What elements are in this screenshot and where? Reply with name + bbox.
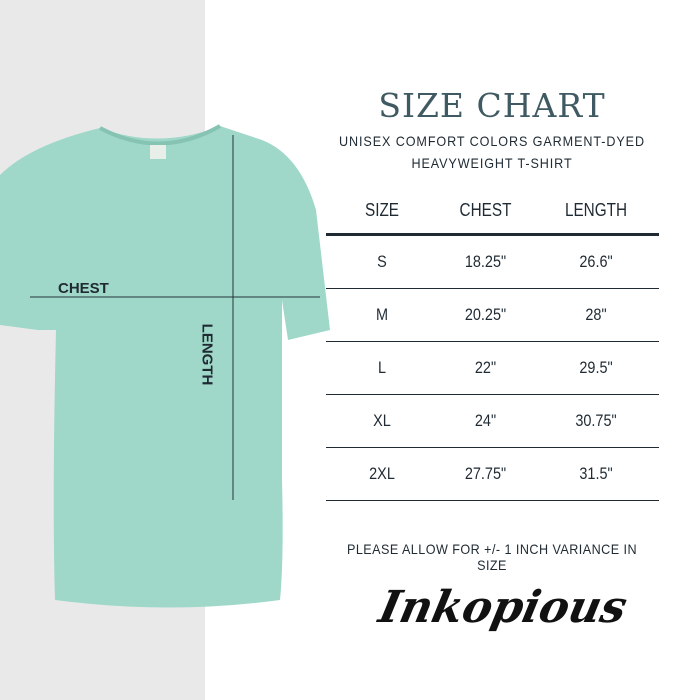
cell-size: XL [373, 411, 391, 430]
brand-logo: Inkopious [374, 582, 632, 633]
cell-length: 29.5" [579, 358, 613, 377]
table-row: 2XL 27.75" 31.5" [326, 448, 659, 501]
cell-chest: 22" [474, 358, 497, 377]
table-row: M 20.25" 28" [326, 289, 659, 342]
header-chest: CHEST [459, 200, 512, 220]
tshirt-image [0, 124, 330, 608]
table-row: XL 24" 30.75" [326, 395, 659, 448]
cell-length: 28" [585, 305, 607, 324]
table-header: SIZE CHEST LENGTH [326, 188, 659, 236]
header-size: SIZE [364, 200, 399, 220]
page-title: SIZE CHART [378, 86, 606, 125]
length-label: LENGTH [198, 323, 216, 386]
chest-label: CHEST [58, 280, 109, 297]
cell-size: S [377, 252, 387, 271]
label-tag [150, 145, 166, 159]
cell-size: M [375, 305, 389, 324]
variance-note: PLEASE ALLOW FOR +/- 1 INCH VARIANCE IN … [346, 541, 638, 573]
cell-size: L [377, 358, 387, 377]
header-length: LENGTH [564, 200, 628, 220]
cell-length: 30.75" [575, 411, 617, 430]
cell-chest: 20.25" [464, 305, 507, 324]
cell-length: 26.6" [579, 252, 613, 271]
cell-length: 31.5" [579, 464, 613, 483]
subtitle-line-1: UNISEX COMFORT COLORS GARMENT-DYED [339, 133, 645, 149]
cell-chest: 24" [474, 411, 497, 430]
cell-size: 2XL [369, 464, 395, 483]
table-row: S 18.25" 26.6" [326, 236, 659, 289]
table-row: L 22" 29.5" [326, 342, 659, 395]
size-table: SIZE CHEST LENGTH S 18.25" 26.6" M 20.25" 28… [326, 188, 659, 501]
cell-chest: 27.75" [464, 464, 507, 483]
cell-chest: 18.25" [464, 252, 507, 271]
subtitle-line-2: HEAVYWEIGHT T-SHIRT [411, 155, 573, 171]
